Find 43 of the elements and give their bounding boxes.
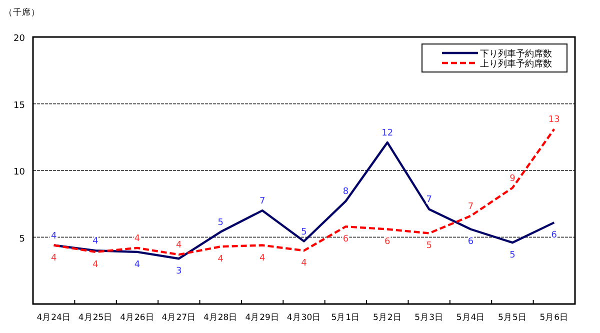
data-label: 4 xyxy=(301,258,308,269)
x-tick-label: 5月6日 xyxy=(540,313,569,323)
y-tick-label: 20 xyxy=(14,34,26,44)
y-tick-label: 10 xyxy=(14,168,26,178)
data-label: 7 xyxy=(426,195,432,206)
data-label: 5 xyxy=(218,218,224,228)
x-tick-label: 5月4日 xyxy=(456,313,486,323)
data-label: 6 xyxy=(384,237,391,248)
x-tick-label: 5月5日 xyxy=(498,313,527,323)
x-tick-label: 4月27日 xyxy=(162,313,196,323)
x-tick-label: 4月24日 xyxy=(36,313,71,323)
data-label: 8 xyxy=(342,187,349,198)
x-tick-label: 4月29日 xyxy=(245,313,280,323)
data-label: 4 xyxy=(176,240,182,251)
data-label: 4 xyxy=(218,254,224,265)
x-tick-label: 4月30日 xyxy=(286,313,322,323)
data-label: 6 xyxy=(468,237,474,248)
data-label: 12 xyxy=(382,128,394,138)
x-tick-label: 5月2日 xyxy=(372,313,402,323)
y-tick-label: 15 xyxy=(14,100,25,111)
x-tick-label: 5月3日 xyxy=(414,313,444,323)
legend-label: 下り列車予約席数 xyxy=(480,48,552,60)
data-label: 5 xyxy=(426,241,432,252)
data-label: 6 xyxy=(342,234,349,245)
y-tick-label: 5 xyxy=(19,234,25,244)
data-label: 4 xyxy=(134,260,140,270)
data-label: 7 xyxy=(468,202,474,212)
data-label: 4 xyxy=(259,253,266,264)
y-axis-title: （千席） xyxy=(4,7,40,18)
data-label: 9 xyxy=(510,174,516,184)
x-tick-label: 4月28日 xyxy=(204,313,238,323)
data-label: 5 xyxy=(510,250,516,261)
legend-label: 上り列車予約席数 xyxy=(480,58,552,70)
x-tick-label: 4月26日 xyxy=(120,313,154,323)
data-label: 4 xyxy=(50,253,57,264)
x-tick-label: 5月1日 xyxy=(331,313,360,323)
data-label: 7 xyxy=(259,196,266,207)
data-label: 13 xyxy=(548,115,560,126)
data-label: 3 xyxy=(176,266,182,277)
x-tick-label: 4月25日 xyxy=(78,313,113,323)
data-label: 4 xyxy=(92,236,99,247)
data-label: 4 xyxy=(92,260,99,270)
data-label: 5 xyxy=(301,227,307,238)
